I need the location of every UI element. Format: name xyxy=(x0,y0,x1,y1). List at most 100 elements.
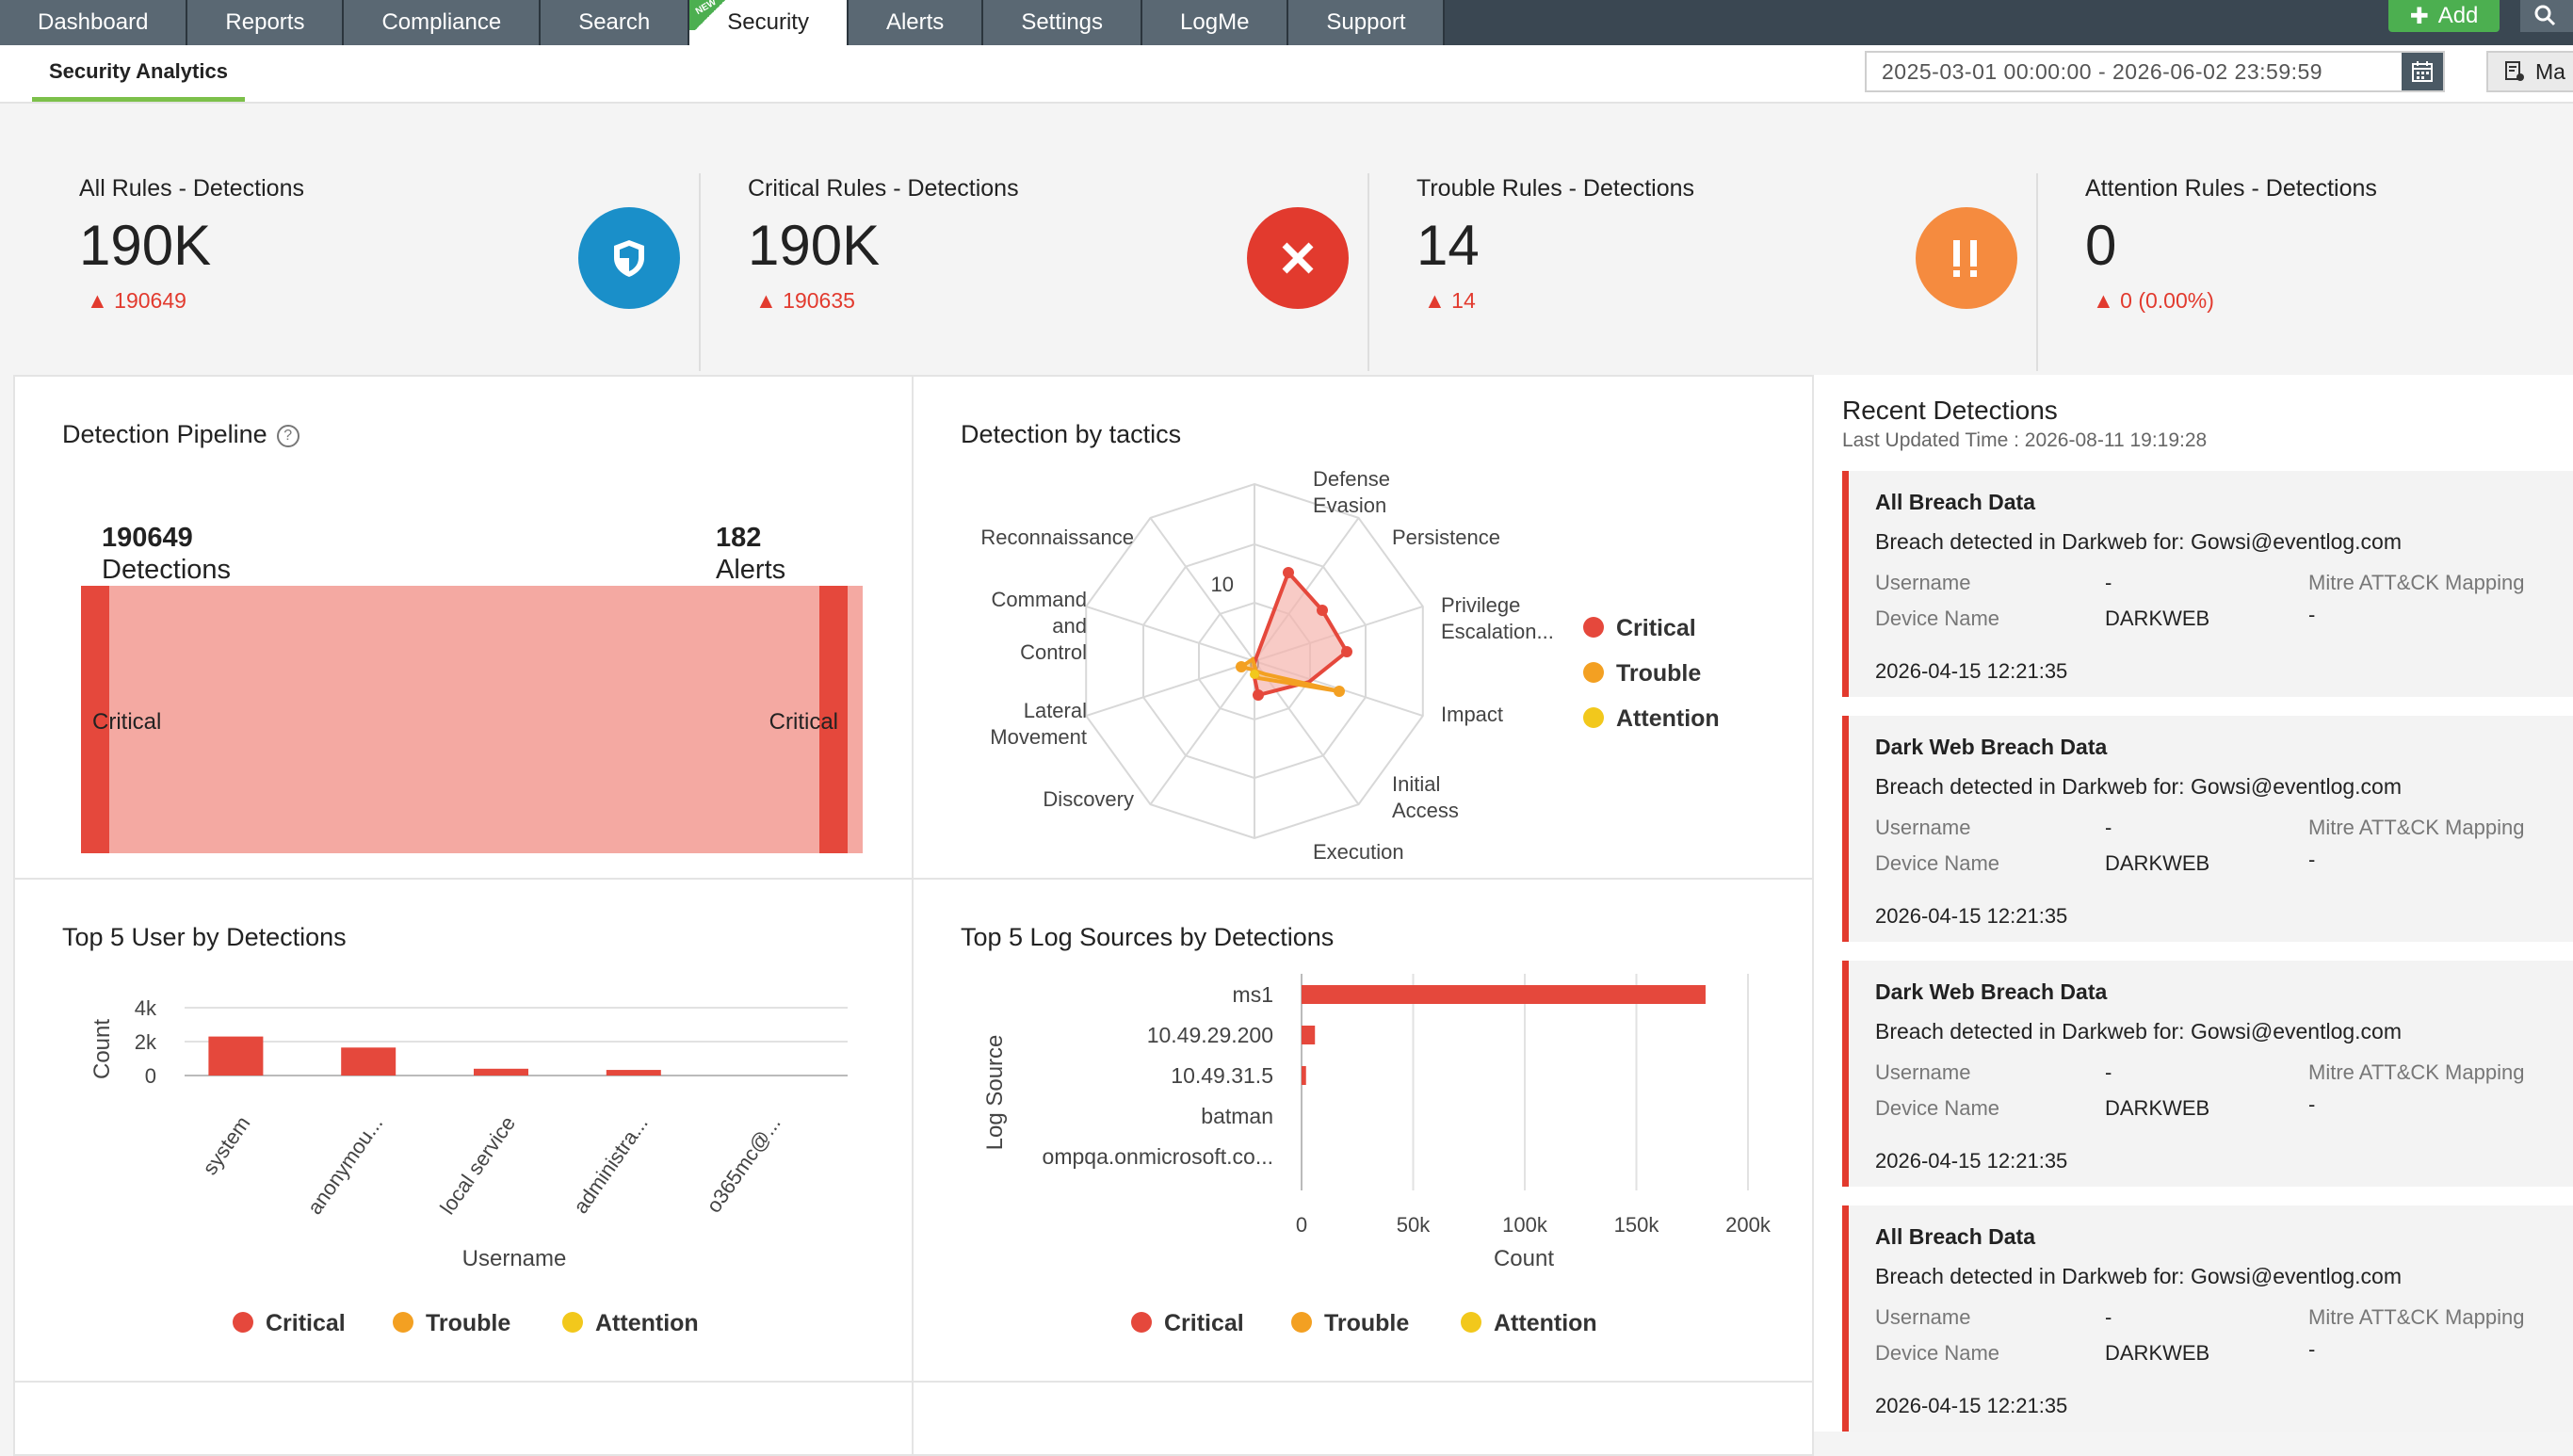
legend-trouble-dot xyxy=(1291,1312,1312,1333)
detection-title: Dark Web Breach Data xyxy=(1875,735,2108,759)
tab-security-label: Security xyxy=(727,9,809,35)
critical-point xyxy=(1341,646,1352,657)
radar-axis-label: Command and Control xyxy=(992,588,1087,664)
manage-button-label: Ma xyxy=(2535,58,2565,84)
legend-trouble-dot xyxy=(1583,662,1604,683)
sources-bar xyxy=(1302,1026,1316,1044)
date-range-picker[interactable]: 2025-03-01 00:00:00 - 2026-06-02 23:59:5… xyxy=(1865,51,2445,92)
help-icon[interactable]: ? xyxy=(276,425,299,447)
recent-detection-card[interactable]: All Breach Data Breach detected in Darkwe… xyxy=(1842,471,2573,697)
legend-critical-dot xyxy=(1583,617,1604,638)
manage-button[interactable]: Ma xyxy=(2486,51,2573,92)
sources-bar xyxy=(1302,1066,1306,1085)
radar-axis-label: Lateral Movement xyxy=(990,699,1087,749)
mitre-value: - xyxy=(2308,1337,2316,1361)
pipeline-left-label: Detections xyxy=(102,555,231,585)
pipeline-chart[interactable]: 190649 Detections 182 Alerts Critical Cr… xyxy=(15,377,915,882)
legend-attention-dot xyxy=(1583,707,1604,728)
card-delta-value: 190649 xyxy=(114,288,186,313)
tab-search[interactable]: Search xyxy=(541,0,690,45)
calendar-button[interactable] xyxy=(2402,53,2443,90)
legend-attention: Attention xyxy=(595,1310,699,1336)
detection-description: Breach detected in Darkweb for: Gowsi@ev… xyxy=(1875,1019,2402,1043)
tab-dashboard[interactable]: Dashboard xyxy=(0,0,188,45)
sources-ytick: 10.49.29.200 xyxy=(1147,1023,1273,1047)
detection-time: 2026-04-15 12:21:35 xyxy=(1875,1149,2068,1173)
users-ytick: 0 xyxy=(145,1064,156,1088)
sources-xtick: 100k xyxy=(1502,1213,1548,1237)
top-users-bar-chart[interactable]: Count Username Critical Trouble Attentio… xyxy=(15,880,915,1384)
legend-attention: Attention xyxy=(1616,705,1720,732)
up-triangle-icon: ▲ xyxy=(87,288,108,313)
sources-ytick: 10.49.31.5 xyxy=(1171,1063,1273,1088)
users-bar xyxy=(341,1047,396,1076)
legend-critical-dot xyxy=(1131,1312,1152,1333)
tab-logme[interactable]: LogMe xyxy=(1142,0,1289,45)
pipeline-title: Detection Pipeline xyxy=(62,420,267,448)
summary-card-all[interactable]: All Rules - Detections 190K ▲ 190649 xyxy=(0,139,701,371)
detection-time: 2026-04-15 12:21:35 xyxy=(1875,1394,2068,1417)
pipeline-right-count: 182 xyxy=(716,523,761,553)
exclamation-icon xyxy=(1916,207,2017,309)
tab-security[interactable]: NEW Security xyxy=(689,0,849,45)
detection-title: Dark Web Breach Data xyxy=(1875,979,2108,1004)
detection-description: Breach detected in Darkweb for: Gowsi@ev… xyxy=(1875,529,2402,554)
sources-ytick: ms1 xyxy=(1233,982,1273,1007)
tactics-radar-chart[interactable]: 10 0 DefenseEvasionPersistencePrivilegeE… xyxy=(914,377,1816,882)
card-separator xyxy=(2036,173,2038,371)
card-delta-value: 0 (0.00%) xyxy=(2120,288,2214,313)
tab-reports[interactable]: Reports xyxy=(187,0,345,45)
detection-pipeline-panel: Detection Pipeline? 190649 Detections 18… xyxy=(13,375,914,880)
legend-critical: Critical xyxy=(266,1310,346,1336)
tab-support[interactable]: Support xyxy=(1288,0,1446,45)
up-triangle-icon: ▲ xyxy=(2093,288,2114,313)
tactics-panel: Detection by tactics 10 0 DefenseEvasion… xyxy=(912,375,1814,880)
radar-axis-label: Reconnaissance xyxy=(980,526,1134,549)
users-bar xyxy=(208,1036,264,1076)
summary-card-critical[interactable]: Critical Rules - Detections 190K ▲ 19063… xyxy=(669,139,1369,371)
recent-detection-card[interactable]: Dark Web Breach Data Breach detected in D… xyxy=(1842,961,2573,1187)
new-badge: NEW xyxy=(689,0,732,30)
device-value: DARKWEB xyxy=(2105,1096,2210,1120)
pipeline-right-band-label: Critical xyxy=(769,709,838,735)
pipeline-left-count: 190649 xyxy=(102,523,193,553)
card-value: 0 xyxy=(2085,214,2117,277)
summary-card-trouble[interactable]: Trouble Rules - Detections 14 ▲ 14 xyxy=(1337,139,2038,371)
document-settings-icon xyxy=(2505,61,2524,81)
device-label: Device Name xyxy=(1875,607,2000,630)
new-badge-label: NEW xyxy=(694,0,719,18)
users-ylabel: Count xyxy=(89,1019,115,1079)
top-users-panel: Top 5 User by Detections Count Username … xyxy=(13,878,914,1383)
legend-critical-dot xyxy=(233,1312,253,1333)
panel-title: Detection Pipeline? xyxy=(62,420,299,449)
mitre-label: Mitre ATT&CK Mapping xyxy=(2308,816,2525,839)
username-label: Username xyxy=(1875,571,1971,594)
summary-card-attention[interactable]: Attention Rules - Detections 0 ▲ 0 (0.00… xyxy=(2006,139,2573,337)
panel-title: Top 5 User by Detections xyxy=(62,923,347,951)
recent-detection-card[interactable]: Dark Web Breach Data Breach detected in D… xyxy=(1842,716,2573,942)
users-xtick: local service xyxy=(435,1112,520,1219)
top-sources-bar-chart[interactable]: Log Source Count Critical Trouble Attent… xyxy=(914,880,1816,1384)
detection-time: 2026-04-15 12:21:35 xyxy=(1875,659,2068,683)
radar-spoke xyxy=(1149,517,1255,662)
bottom-right-panel xyxy=(912,1381,1814,1456)
plus-icon: ✚ xyxy=(2409,3,2429,29)
tab-settings[interactable]: Settings xyxy=(983,0,1143,45)
global-search-button[interactable] xyxy=(2520,0,2573,32)
tab-security-analytics[interactable]: Security Analytics xyxy=(32,45,245,102)
users-xtick: o365mc@... xyxy=(702,1112,785,1218)
add-button[interactable]: ✚ Add xyxy=(2388,0,2500,32)
recent-detection-card[interactable]: All Breach Data Breach detected in Darkwe… xyxy=(1842,1205,2573,1432)
radar-axis-label: Initial Access xyxy=(1392,772,1459,822)
tab-alerts[interactable]: Alerts xyxy=(848,0,984,45)
tab-compliance[interactable]: Compliance xyxy=(344,0,542,45)
legend-trouble-dot xyxy=(393,1312,413,1333)
legend-trouble: Trouble xyxy=(1616,660,1701,687)
legend-trouble: Trouble xyxy=(426,1310,510,1336)
users-bar xyxy=(474,1068,528,1076)
users-ytick: 2k xyxy=(135,1030,157,1054)
username-label: Username xyxy=(1875,1060,1971,1084)
sources-xlabel: Count xyxy=(1494,1246,1554,1271)
device-value: DARKWEB xyxy=(2105,851,2210,875)
search-icon xyxy=(2534,5,2556,26)
